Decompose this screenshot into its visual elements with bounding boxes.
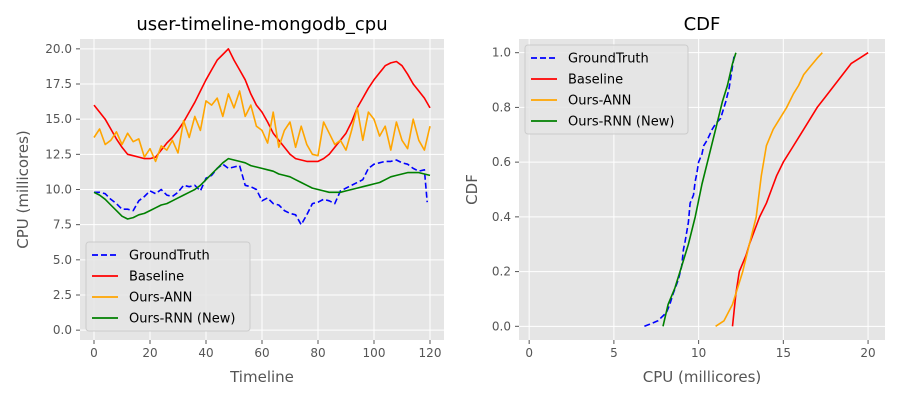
x-tick-label: 60 [254,346,269,360]
legend-label-ours-rnn-new-: Ours-RNN (New) [129,312,235,327]
legend-label-baseline: Baseline [129,270,184,285]
series-group [93,47,431,226]
legend: GroundTruth Baseline Ours-ANN Ours-RNN (New… [85,241,251,332]
x-tick-label: 15 [776,346,791,360]
legend-label-ours-rnn-new-: Ours-RNN (New) [568,115,674,130]
y-tick-label: 15.0 [45,112,72,126]
y-tick-label: 0.6 [492,155,511,169]
y-tick-label: 0.4 [492,210,511,224]
series-group [644,52,869,328]
y-tick-label: 0.0 [492,319,511,333]
series-line-ours-ann [715,52,823,327]
x-tick-label: 20 [860,346,875,360]
legend-label-ours-ann: Ours-ANN [568,94,631,109]
series-line-ours-rnn-new- [93,157,431,220]
x-tick-label: 100 [363,346,386,360]
series-line-groundtruth [644,55,735,328]
y-tick-label: 0.2 [492,265,511,279]
x-axis-label: Timeline [229,368,294,386]
legend-box [524,44,689,135]
chart-title: user-timeline-mongodb_cpu [136,14,387,35]
legend-label-baseline: Baseline [568,73,623,88]
y-tick-label: 2.5 [53,288,72,302]
x-tick-label: 40 [198,346,213,360]
x-tick-label: 0 [90,346,98,360]
y-tick-label: 12.5 [45,147,72,161]
legend-label-groundtruth: GroundTruth [568,52,649,67]
legend: GroundTruth Baseline Ours-ANN Ours-RNN (New… [524,44,689,135]
y-tick-label: 0.8 [492,100,511,114]
y-tick-label: 10.0 [45,183,72,197]
chart-2: 0 5 10 15 20 0.0 0.2 0.4 0.6 0.8 1.0 CDF CPU (millic… [463,14,885,386]
y-tick-label: 1.0 [492,46,511,60]
y-tick-label: 5.0 [53,253,72,267]
y-tick-label: 0.0 [53,323,72,337]
y-axis-label: CDF [463,174,481,205]
x-tick-label: 80 [310,346,325,360]
series-line-ours-rnn-new- [662,52,737,327]
x-axis-label: CPU (millicores) [643,368,762,386]
y-tick-label: 20.0 [45,42,72,56]
legend-label-ours-ann: Ours-ANN [129,291,192,306]
x-tick-label: 10 [691,346,706,360]
legend-box [85,241,251,332]
x-tick-label: 0 [525,346,533,360]
x-tick-label: 20 [142,346,157,360]
series-line-ours-ann [93,90,431,163]
y-tick-label: 17.5 [45,77,72,91]
y-axis-label: CPU (millicores) [14,130,32,249]
chart-title: CDF [684,14,721,35]
chart-1: 0 20 40 60 80 100 120 0.0 2.5 5.0 7.5 10.0 12.5 15.0 1… [14,14,444,386]
x-tick-label: 120 [419,346,442,360]
y-tick-label: 7.5 [53,218,72,232]
x-tick-label: 5 [610,346,618,360]
legend-label-groundtruth: GroundTruth [129,249,210,264]
series-line-baseline [93,47,431,163]
series-line-groundtruth [94,159,428,226]
